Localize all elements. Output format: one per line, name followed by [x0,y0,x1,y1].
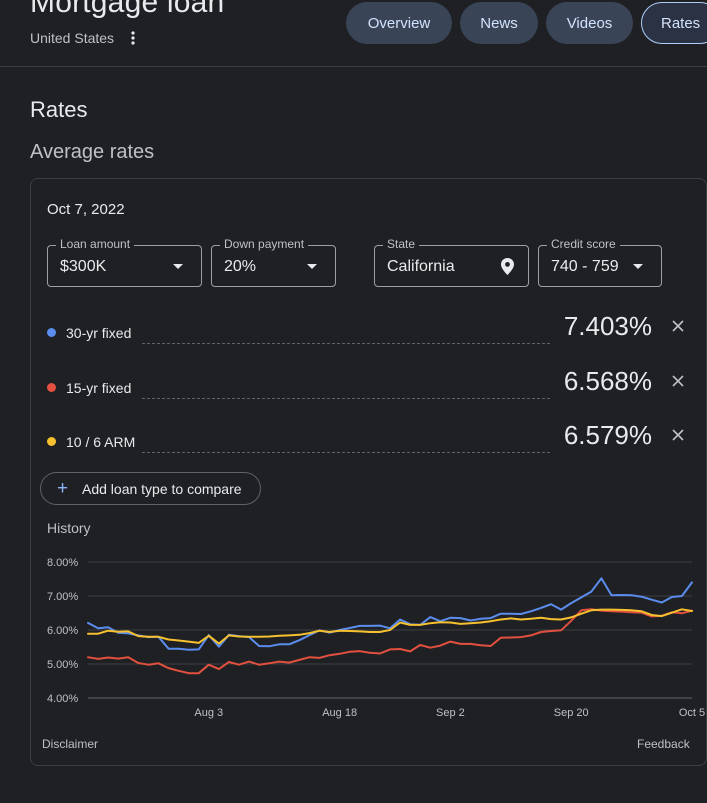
page-title: Mortgage loan [30,0,225,19]
close-icon[interactable] [672,428,688,444]
rate-row-arm: 10 / 6 ARM 6.579% [47,420,707,462]
disclaimer-link[interactable]: Disclaimer [42,737,99,751]
series-dot-icon [47,383,56,392]
close-icon[interactable] [672,319,688,335]
dotted-leader [142,452,550,453]
tab-overview[interactable]: Overview [346,2,452,44]
rate-label: 10 / 6 ARM [66,434,136,450]
location-label: United States [30,30,115,46]
feedback-link[interactable]: Feedback [637,737,690,751]
tab-news[interactable]: News [460,2,538,44]
section-title: Rates [30,97,88,122]
section-subtitle: Average rates [30,141,155,163]
dropdown-arrow-icon [173,264,183,269]
rates-date: Oct 7, 2022 [47,201,125,218]
down-payment-label: Down payment [220,237,309,251]
tab-rates[interactable]: Rates [641,2,707,44]
close-icon[interactable] [672,374,688,390]
dropdown-arrow-icon [633,264,643,269]
credit-score-value: 740 - 759 [551,258,619,275]
rate-label: 30-yr fixed [66,325,132,341]
loan-amount-label: Loan amount [56,237,135,251]
plus-icon: + [57,478,69,499]
dropdown-arrow-icon [307,264,317,269]
credit-score-label: Credit score [547,237,620,251]
tab-videos[interactable]: Videos [546,2,633,44]
rate-value: 7.403% [563,311,652,341]
loan-amount-value: $300K [60,258,107,275]
history-label: History [47,520,91,536]
dotted-leader [142,398,550,399]
header-divider [0,66,707,67]
add-loan-type-button[interactable]: + Add loan type to compare [40,472,261,505]
rate-row-30yr: 30-yr fixed 7.403% [47,311,707,353]
state-label: State [383,237,420,251]
series-dot-icon [47,328,56,337]
location-pin-icon [501,258,514,280]
loan-amount-select[interactable]: Loan amount $300K [47,237,202,287]
credit-score-select[interactable]: Credit score 740 - 759 [538,237,662,287]
state-input[interactable]: State California [374,237,529,287]
down-payment-select[interactable]: Down payment 20% [211,237,336,287]
down-payment-value: 20% [224,258,257,275]
rate-value: 6.568% [563,366,652,396]
rate-value: 6.579% [563,420,652,450]
state-value: California [387,258,455,275]
rate-label: 15-yr fixed [66,380,132,396]
more-vert-icon[interactable] [124,28,142,48]
add-loan-type-label: Add loan type to compare [82,481,242,497]
rate-row-15yr: 15-yr fixed 6.568% [47,366,707,408]
series-dot-icon [47,437,56,446]
dotted-leader [142,343,550,344]
